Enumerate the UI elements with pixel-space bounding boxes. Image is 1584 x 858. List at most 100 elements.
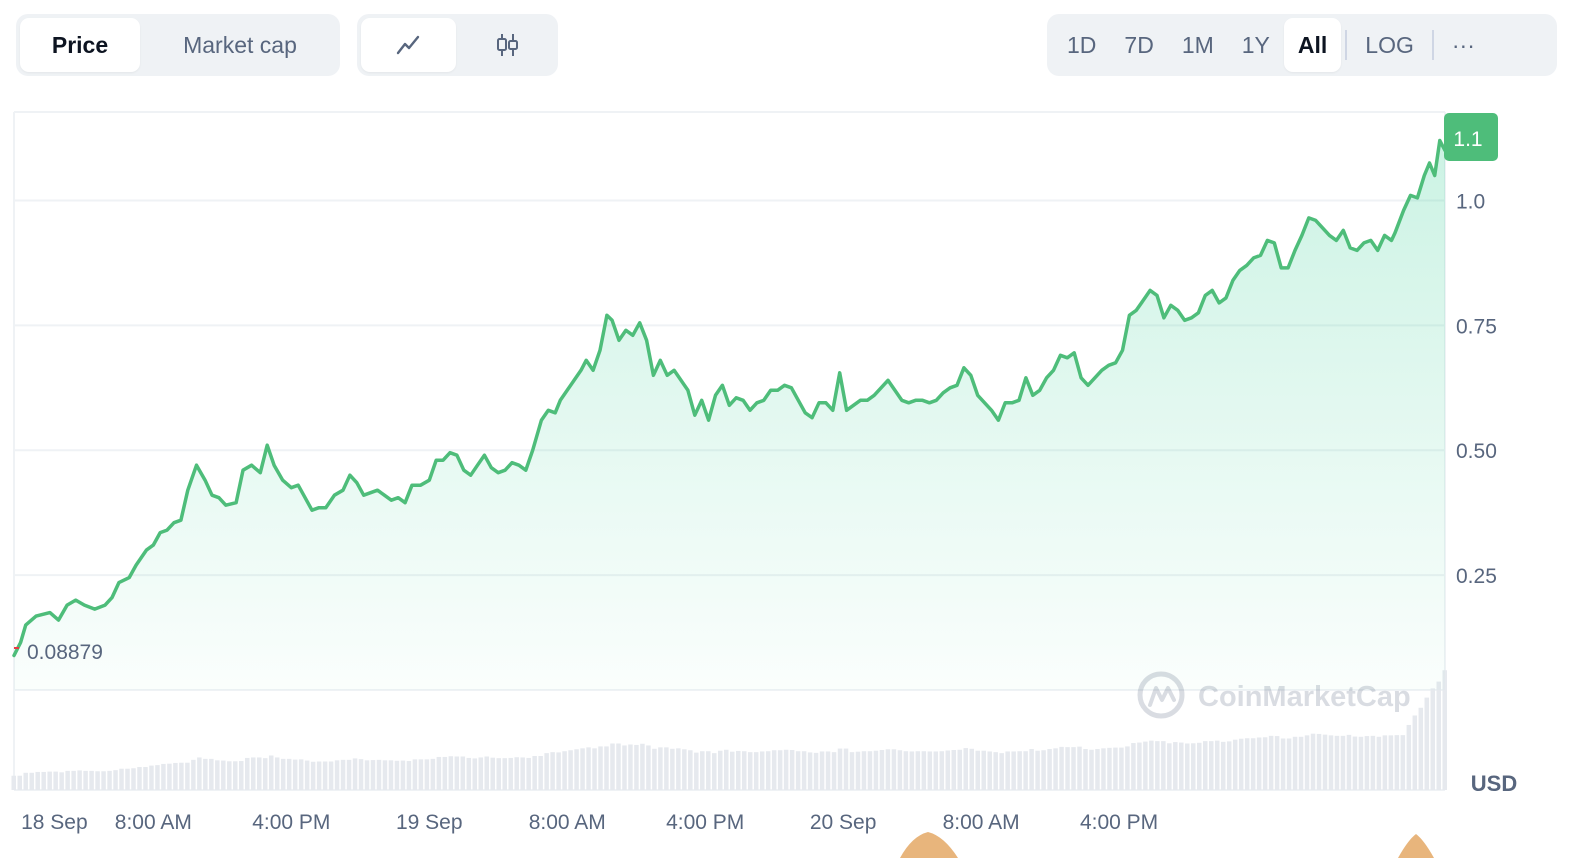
volume-bar: [867, 751, 873, 790]
volume-bar: [640, 743, 645, 790]
volume-bar: [616, 743, 621, 790]
volume-bar: [167, 763, 172, 790]
volume-bar: [1005, 751, 1010, 790]
volume-bar: [987, 751, 992, 790]
volume-bar: [1352, 736, 1358, 790]
volume-bar: [706, 751, 711, 790]
volume-bar: [1238, 738, 1244, 790]
y-axis: 0.25 0.50 0.75 1.0: [1456, 190, 1497, 588]
volume-bar: [562, 751, 567, 790]
y-tick-label: 0.50: [1456, 440, 1497, 463]
volume-bar: [849, 752, 855, 790]
volume-bar: [1113, 747, 1118, 790]
volume-bar: [1214, 740, 1220, 790]
range-1m-tab[interactable]: 1M: [1181, 31, 1214, 58]
volume-bar: [771, 750, 777, 790]
volume-bar: [1286, 738, 1292, 790]
price-tab[interactable]: Price: [20, 18, 140, 72]
x-tick-label: 19 Sep: [396, 811, 463, 834]
volume-bar: [376, 759, 382, 790]
volume-bar: [89, 770, 94, 790]
volume-bar: [903, 751, 909, 790]
volume-bar: [1107, 747, 1112, 790]
volume-bar: [1208, 741, 1214, 790]
volume-bar: [1071, 747, 1076, 790]
volume-bar: [1220, 741, 1226, 790]
volume-bar: [1424, 697, 1430, 790]
log-scale-button[interactable]: LOG: [1365, 31, 1414, 58]
volume-bar: [532, 756, 537, 790]
volume-bar: [352, 758, 358, 790]
volume-bar: [747, 752, 753, 790]
volume-bar: [53, 771, 58, 790]
volume-bar: [993, 752, 998, 790]
volume-bar: [406, 761, 412, 790]
volume-bar: [1328, 735, 1334, 790]
volume-bar: [831, 752, 837, 790]
volume-bar: [1155, 741, 1160, 790]
volume-bar: [1280, 738, 1286, 790]
volume-bar: [400, 760, 406, 790]
volume-bar: [873, 750, 879, 790]
volume-bar: [29, 772, 34, 790]
market-cap-tab[interactable]: Market cap: [183, 31, 297, 58]
volume-bar: [724, 749, 729, 790]
volume-bar: [981, 750, 986, 790]
volume-bar: [149, 765, 154, 790]
volume-bar: [1059, 746, 1064, 790]
volume-bar: [101, 771, 106, 790]
volume-bar: [310, 761, 316, 790]
volume-bar: [17, 775, 22, 790]
volume-bar: [161, 763, 166, 790]
volume-bar: [388, 760, 394, 790]
range-7d-tab[interactable]: 7D: [1124, 31, 1154, 58]
volume-bar: [1029, 749, 1034, 790]
volume-bar: [1179, 742, 1184, 790]
volume-bar: [592, 748, 597, 790]
x-tick-label: 8:00 AM: [943, 811, 1020, 834]
range-1d-tab[interactable]: 1D: [1067, 31, 1097, 58]
candlestick-chart-button[interactable]: [460, 18, 555, 72]
line-chart-icon: [397, 35, 420, 55]
volume-bar: [765, 751, 771, 790]
range-1y-tab[interactable]: 1Y: [1241, 31, 1270, 58]
volume-bar: [256, 757, 262, 790]
volume-bar: [1394, 735, 1400, 790]
volume-bar: [460, 756, 466, 790]
start-price-label: 0.08879: [27, 641, 103, 664]
volume-bar: [250, 757, 256, 790]
volume-bar: [783, 749, 789, 790]
volume-bar: [358, 759, 364, 790]
volume-bar: [1382, 735, 1388, 790]
more-options-button[interactable]: ···: [1451, 31, 1475, 58]
y-tick-label: 0.75: [1456, 315, 1497, 338]
volume-bar: [107, 770, 112, 790]
volume-bar: [837, 748, 843, 790]
volume-bar: [1406, 724, 1412, 790]
volume-bar: [1316, 733, 1322, 790]
current-price-label: 1.1: [1453, 128, 1482, 151]
volume-bar: [741, 751, 747, 790]
volume-bar: [1442, 670, 1447, 790]
volume-bar: [975, 750, 980, 790]
volume-bar: [155, 765, 160, 790]
volume-bar: [568, 750, 573, 790]
x-tick-label: 4:00 PM: [666, 811, 744, 834]
volume-bar: [1023, 751, 1028, 790]
volume-bar: [143, 767, 148, 790]
range-all-tab[interactable]: All: [1283, 18, 1342, 72]
line-chart-button[interactable]: [361, 18, 456, 72]
volume-bar: [424, 759, 430, 790]
event-marker[interactable]: [1398, 834, 1434, 858]
volume-bar: [448, 756, 454, 790]
volume-bar: [197, 757, 202, 790]
volume-bar: [819, 751, 825, 790]
volume-bar: [1268, 735, 1274, 790]
volume-bar: [262, 758, 268, 790]
volume-bar: [1400, 735, 1406, 790]
volume-bar: [1119, 747, 1124, 790]
volume-bar: [712, 753, 717, 790]
volume-bar: [861, 751, 867, 790]
event-marker[interactable]: [900, 832, 958, 858]
